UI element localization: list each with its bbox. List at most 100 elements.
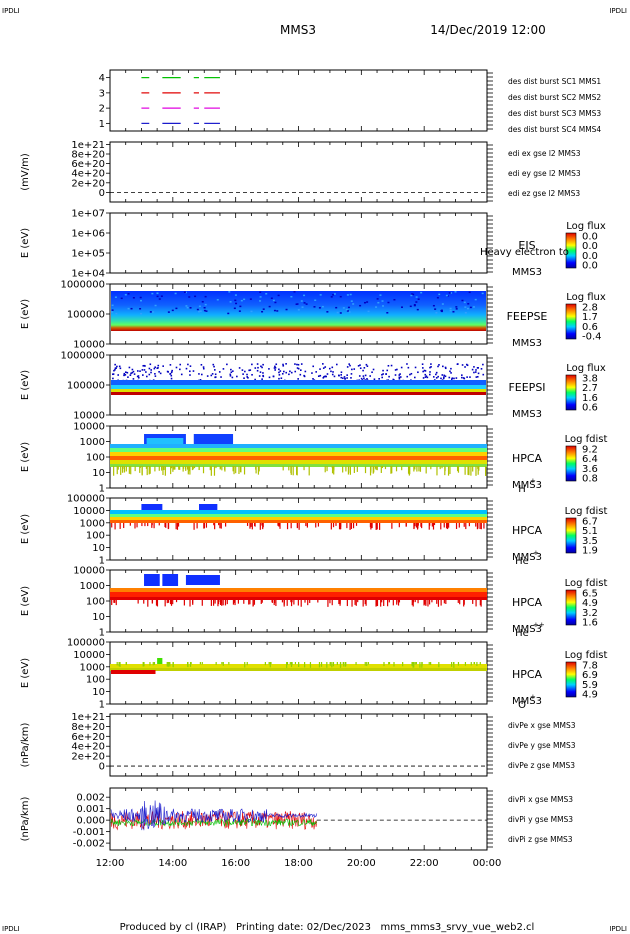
feepse-pixel xyxy=(127,293,130,295)
panel-hpca-he2-spike xyxy=(253,600,256,605)
panel-divpe-legend-entry: divPe z gse MMS3 xyxy=(508,761,575,770)
panel-hpca-h-spike xyxy=(243,466,246,475)
panel-hpca-he-spike xyxy=(468,523,470,527)
panel-hpca-o-spike xyxy=(421,662,423,666)
panel-hpca-o-y-tick-label: 1 xyxy=(99,700,105,711)
panel-hpca-he2-spike xyxy=(183,600,185,606)
panel-eis-frame xyxy=(109,212,488,274)
panel-hpca-o-spike xyxy=(268,662,270,665)
panel-hpca-h-spike xyxy=(161,466,163,471)
panel-divpi-y-tick-label: 0.002 xyxy=(76,793,105,804)
feepsi-pixel xyxy=(449,370,451,373)
panel-hpca-he2-cbar-tick-label: 3.2 xyxy=(582,608,598,619)
feepse-pixel xyxy=(115,312,118,315)
feepsi-pixel xyxy=(254,367,257,369)
panel-hpca-o-spike xyxy=(367,662,370,665)
panel-hpca-he2-spike xyxy=(283,600,285,604)
panel-hpca-he2-cbar-tick-label: 1.6 xyxy=(582,618,598,629)
panel-hpca-h-spike xyxy=(380,466,382,473)
panel-hpca-o-spike xyxy=(187,662,189,665)
panel-hpca-o-ylabel: E (eV) xyxy=(20,658,31,688)
panel-hpca-he-spike xyxy=(448,523,450,528)
feepsi-pixel xyxy=(435,371,438,374)
feepsi-pixel xyxy=(180,373,183,376)
panel-hpca-he2-spike xyxy=(397,600,400,606)
panel-hpca-he-spike xyxy=(330,523,332,530)
feepsi-pixel xyxy=(390,364,393,367)
panel-hpca-h-spike xyxy=(296,466,298,469)
feepsi-pixel xyxy=(113,369,115,372)
panel-hpca-o-spike xyxy=(428,662,430,665)
panel-hpca-h-spike xyxy=(145,466,148,469)
panel-stack: 1 2 3 4 des dist burst SC1 MMS1 des dist burs… xyxy=(20,69,607,851)
feepse-pixel xyxy=(393,298,396,301)
feepsi-pixel xyxy=(132,370,135,373)
feepsi-pixel xyxy=(297,363,300,366)
panel-hpca-h-y-tick-label: 1 xyxy=(99,484,105,495)
feepse-pixel xyxy=(381,300,384,302)
panel-edi-legend-entry: edi ez gse l2 MMS3 xyxy=(508,189,580,198)
panel-hpca-o-spike xyxy=(269,662,271,668)
feepse-pixel xyxy=(339,295,342,298)
panel-hpca-he-spike xyxy=(415,523,418,528)
feepse-pixel xyxy=(132,297,135,299)
panel-hpca-o-spike xyxy=(355,662,357,665)
feepsi-pixel xyxy=(143,364,145,367)
panel-hpca-he-spike xyxy=(111,523,113,528)
feepse-pixel xyxy=(272,299,275,302)
panel-hpca-he2-spacecraft-label: MMS3 xyxy=(512,624,542,635)
panel-hpca-he-spike xyxy=(141,523,143,527)
feepsi-pixel xyxy=(230,368,232,371)
panel-hpca-he-spike xyxy=(433,523,436,526)
panel-eis-instrument-label: EIS xyxy=(518,239,535,252)
panel-hpca-he-frame xyxy=(109,497,488,561)
panel-hpca-he-spike xyxy=(290,523,292,529)
panel-feeps-i-cbar-tick-label: 2.7 xyxy=(582,383,598,394)
feepse-pixel xyxy=(415,296,418,298)
panel-hpca-h-spike xyxy=(198,466,200,470)
panel-hpca-he2-spike xyxy=(114,600,116,603)
feepsi-pixel xyxy=(437,375,439,378)
panel-hpca-he2-spike xyxy=(226,600,228,605)
feepse-pixel xyxy=(259,291,262,293)
feepsi-pixel xyxy=(333,375,336,378)
feepsi-pixel xyxy=(430,363,432,365)
panel-hpca-o-y-tick-label: 1000 xyxy=(80,662,105,673)
feepse-pixel xyxy=(363,301,366,304)
feepse-pixel xyxy=(420,291,423,294)
feepsi-pixel xyxy=(474,371,477,373)
panel-hpca-he2-ylabel: E (eV) xyxy=(20,586,31,616)
feepsi-pixel xyxy=(362,369,364,372)
feepse-pixel xyxy=(466,307,469,310)
feepsi-pixel xyxy=(444,375,447,378)
panel-hpca-he-spike xyxy=(339,523,341,530)
feepsi-pixel xyxy=(290,371,293,374)
panel-hpca-h-spike xyxy=(447,466,450,476)
panel-hpca-o-spike xyxy=(388,662,391,665)
feepsi-pixel xyxy=(175,366,178,369)
feepsi-pixel xyxy=(157,364,160,367)
feepse-pixel xyxy=(411,293,414,295)
panel-hpca-he2-spike xyxy=(388,600,390,603)
panel-hpca-h-spike xyxy=(484,466,487,476)
panel-hpca-he2-spike xyxy=(175,600,178,603)
panel-hpca-he-spike xyxy=(417,523,419,526)
feepse-pixel xyxy=(139,296,142,299)
feepsi-pixel xyxy=(187,363,189,366)
panel-hpca-he-spike xyxy=(176,523,179,530)
panel-hpca-he-spike xyxy=(443,523,445,528)
panel-divpi-legend-entry: divPi y gse MMS3 xyxy=(508,815,573,824)
panel-hpca-h-spike xyxy=(468,466,470,476)
panel-hpca-he2-spike xyxy=(436,600,438,604)
time-tick-label: 20:00 xyxy=(347,858,376,869)
feepsi-pixel xyxy=(214,376,217,378)
panel-hpca-he-spike xyxy=(447,523,449,530)
panel-hpca-o-y-tick-label: 100 xyxy=(86,675,105,686)
panel-hpca-o-spike xyxy=(286,662,288,668)
panel-hpca-he-spike xyxy=(349,523,351,530)
panel-hpca-h-spike xyxy=(282,466,284,471)
panel-hpca-he-spike xyxy=(175,523,177,530)
feepse-pixel xyxy=(367,310,370,313)
feepsi-pixel xyxy=(149,363,152,366)
